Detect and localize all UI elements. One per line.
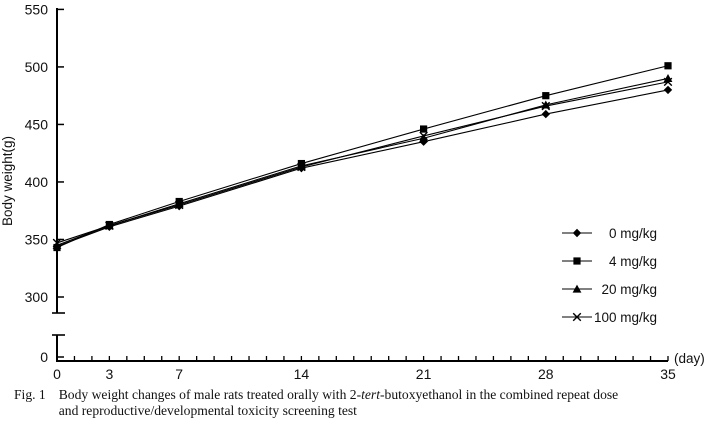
x-tick-label: 21	[416, 366, 432, 382]
y-tick-label: 450	[25, 116, 49, 132]
caption-line1-post: -butoxyethanol in the combined repeat do…	[380, 387, 619, 402]
legend-label-0-mg-kg: 0 mg/kg	[609, 226, 657, 241]
x-tick-label: 0	[53, 366, 61, 382]
chart-canvas: 300 350 400 450 500 550 00 3 7 14 21 28 35 0 mg/kg 4 m…	[0, 1, 705, 382]
figure-number: Fig. 1	[14, 387, 46, 402]
legend-label-4-mg-kg: 4 mg/kg	[609, 254, 657, 269]
x-tick-label: 7	[175, 366, 183, 382]
caption-line1-pre: Body weight changes of male rats treated…	[58, 387, 362, 402]
y-tick-label: 400	[25, 174, 49, 190]
y-axis-title: Body weight(g)	[0, 136, 15, 226]
x-tick-label: 35	[660, 366, 676, 382]
body-weight-chart: 300 350 400 450 500 550 0 0 3 7 14 21 28 35 0 mg/kg 4 m…	[0, 1, 705, 382]
legend-label-100-mg-kg: 100 mg/kg	[594, 310, 657, 325]
caption-text: Body weight changes of male rats treated…	[59, 387, 618, 419]
y-tick-label: 300	[25, 289, 49, 305]
series-line-4-mg-kg	[56, 65, 669, 249]
x-axis-unit-label: (day)	[674, 351, 705, 366]
x-tick-label: 14	[294, 366, 310, 382]
legend-label-20-mg-kg: 20 mg/kg	[601, 282, 657, 297]
x-tick-label: 28	[538, 366, 554, 382]
series-line-20-mg-kg	[56, 77, 669, 246]
y-tick-label: 500	[25, 59, 49, 75]
y-tick-label: 550	[25, 1, 49, 17]
caption-line-1: Body weight changes of male rats treated…	[59, 387, 618, 403]
series-line-0-mg-kg	[56, 89, 669, 247]
caption-line1-italic: tert	[361, 387, 380, 402]
chart-plot-area: 300 350 400 450 500 550 00 3 7 14 21 28 35 0 mg/kg 4 m…	[25, 1, 676, 382]
series-line-100-mg-kg	[56, 81, 669, 244]
x-tick-label: 3	[105, 366, 113, 382]
y-origin-label: 0	[40, 349, 48, 365]
y-tick-label: 350	[25, 231, 49, 247]
figure-caption: Fig. 1 Body weight changes of male rats …	[14, 387, 700, 419]
caption-line-2: and reproductive/developmental toxicity …	[58, 403, 357, 418]
